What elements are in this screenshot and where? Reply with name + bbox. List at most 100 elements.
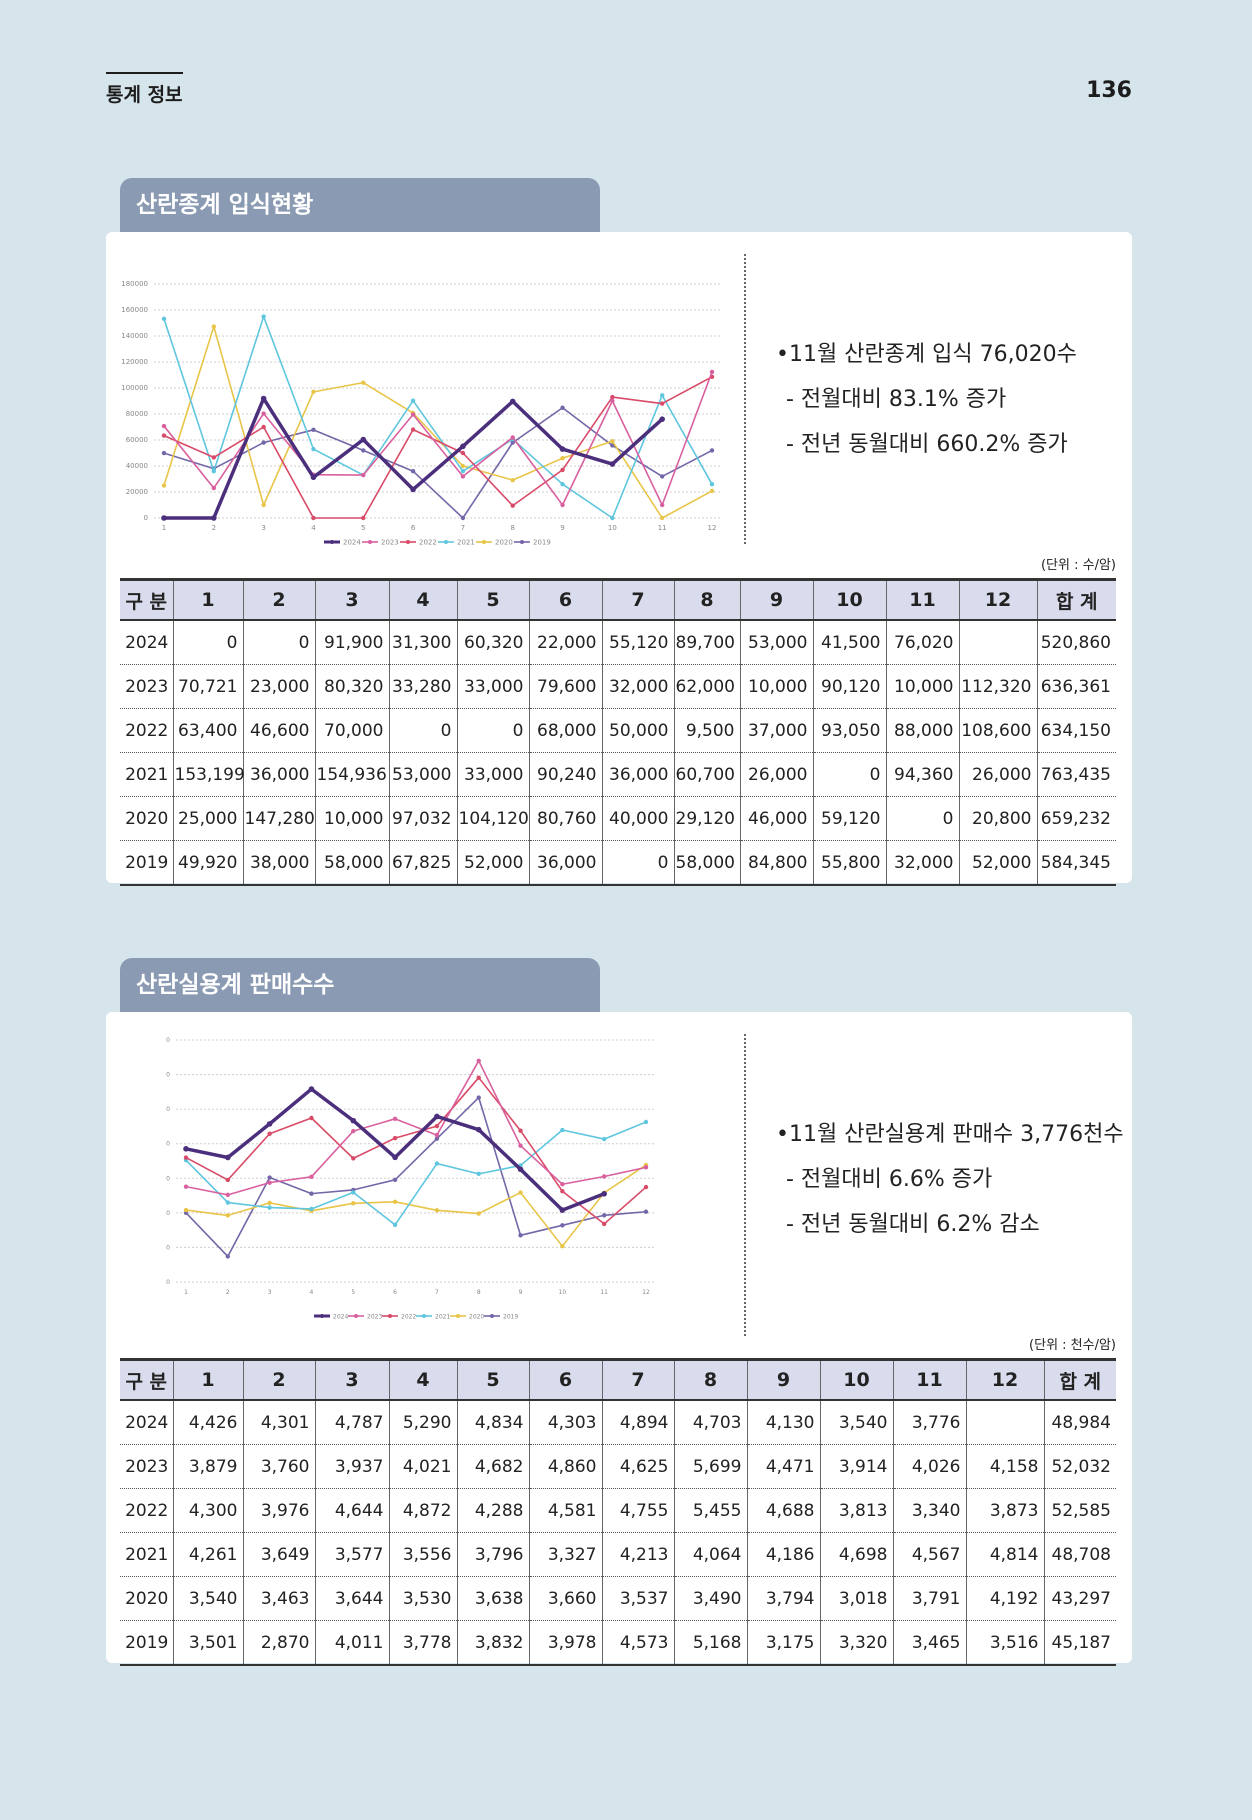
series-line-2020: [163, 325, 713, 519]
table-cell: 46,600: [242, 708, 315, 753]
table-cell: 3,490: [673, 1576, 747, 1621]
data-point: [460, 469, 466, 474]
column-header: 4: [388, 578, 457, 621]
legend-marker: [406, 540, 410, 544]
y-tick-label: 60000: [126, 436, 148, 444]
data-point: [410, 469, 416, 474]
data-point: [311, 389, 316, 395]
table-cell: 4,426: [172, 1400, 243, 1445]
data-point: [410, 427, 416, 432]
row-year: 2024: [120, 620, 173, 665]
table-cell: 4,186: [746, 1532, 820, 1577]
y-tick-label: 4,000: [166, 1175, 170, 1182]
data-point: [309, 1206, 314, 1212]
data-point: [267, 1205, 272, 1210]
data-point: [261, 424, 266, 430]
data-point: [351, 1128, 356, 1134]
table-cell: 59,120: [812, 796, 886, 841]
table-cell: 3,976: [242, 1488, 315, 1533]
summary-yoy: - 전년 동월대비 660.2% 증가: [786, 432, 1068, 457]
y-tick-label: 4,500: [166, 1141, 170, 1148]
table-cell: 154,936: [314, 752, 389, 797]
data-point: [183, 1146, 189, 1152]
data-point: [709, 482, 715, 487]
table-cell: 3,463: [242, 1576, 315, 1621]
x-tick-label: 7: [435, 1289, 439, 1296]
data-point: [601, 1190, 607, 1197]
data-point: [709, 488, 715, 494]
data-point: [161, 483, 167, 488]
data-point: [560, 456, 565, 461]
data-point: [309, 1174, 314, 1180]
table-cell: 88,000: [885, 708, 959, 753]
data-point: [161, 433, 167, 438]
table-cell: 60,700: [673, 752, 740, 797]
table-cell: 4,755: [601, 1488, 674, 1533]
summary-mom: - 전월대비 83.1% 증가: [786, 387, 1007, 412]
table-row: 2020 3,540 3,463 3,644 3,530 3,638 3,660 3,537 3…: [120, 1576, 1116, 1621]
legend-marker: [422, 1314, 426, 1318]
table-cell: 4,814: [965, 1532, 1044, 1577]
table-row: 2021 153,199 36,000 154,936 53,000 33,000 90,2…: [120, 752, 1116, 797]
table-cell: 3,937: [314, 1444, 389, 1489]
table-cell: 3,796: [456, 1532, 529, 1577]
table-cell: 20,800: [958, 796, 1037, 841]
data-point: [476, 1075, 481, 1080]
data-point: [309, 1191, 314, 1196]
column-header: 합 계: [1036, 578, 1116, 621]
table-cell: 3,760: [242, 1444, 315, 1489]
data-point: [225, 1213, 231, 1218]
data-point: [392, 1135, 398, 1141]
data-point: [392, 1177, 398, 1183]
row-year: 2024: [120, 1400, 173, 1445]
legend-label: 2023: [367, 1314, 382, 1321]
table-cell: 91,900: [314, 620, 389, 665]
table-cell: 4,011: [314, 1620, 389, 1666]
series-line-2022: [185, 1076, 647, 1225]
data-point: [183, 1155, 189, 1160]
data-point: [311, 427, 316, 433]
data-point: [560, 482, 565, 487]
data-point: [601, 1174, 607, 1179]
data-point: [225, 1192, 231, 1198]
data-point: [161, 316, 167, 322]
column-header: 2: [242, 578, 315, 621]
table-cell: 94,360: [885, 752, 959, 797]
data-point: [560, 1223, 565, 1228]
data-point: [361, 515, 366, 521]
data-point: [225, 1177, 231, 1183]
data-point: [560, 1127, 565, 1133]
section1-table: 구 분 1 2 3 4 5 6 7 8 9 10 11 12 합 계 2024 0 0 91,900 31,300…: [120, 578, 1116, 886]
y-tick-label: 140000: [121, 332, 148, 340]
table-cell: 0: [601, 840, 674, 886]
row-year: 2022: [120, 1488, 173, 1533]
column-header: 7: [601, 578, 674, 621]
data-point: [610, 394, 615, 400]
data-point: [308, 1086, 315, 1092]
data-point: [434, 1123, 440, 1129]
table-cell: 89,700: [673, 620, 740, 665]
data-point: [601, 1213, 607, 1218]
table-cell: 4,698: [819, 1532, 893, 1577]
column-header: 7: [601, 1358, 674, 1401]
table-cell: 4,834: [456, 1400, 529, 1445]
table-row: 2019 3,501 2,870 4,011 3,778 3,832 3,978 4,573 5…: [120, 1620, 1116, 1666]
table-cell: 80,760: [528, 796, 602, 841]
series-line-2023: [185, 1060, 647, 1196]
table-cell: 4,213: [601, 1532, 674, 1577]
table-cell: 55,800: [812, 840, 886, 886]
column-header: 구 분: [120, 1358, 173, 1401]
table-cell: 36,000: [242, 752, 315, 797]
section1-panel: 0 20000 40000 60000 80000 100000 120000 140000 1…: [106, 232, 1132, 886]
y-tick-label: 3,000: [166, 1244, 170, 1251]
table-cell: 3,018: [819, 1576, 893, 1621]
data-point: [460, 474, 466, 479]
series-line-2020: [185, 1164, 647, 1247]
table-cell: 3,832: [456, 1620, 529, 1666]
column-header: 5: [456, 1358, 529, 1401]
data-point: [659, 474, 665, 479]
table-cell: 5,168: [673, 1620, 747, 1666]
table-cell: 10,000: [739, 664, 813, 709]
table-cell: 10,000: [314, 796, 389, 841]
table-cell: 0: [172, 620, 243, 665]
